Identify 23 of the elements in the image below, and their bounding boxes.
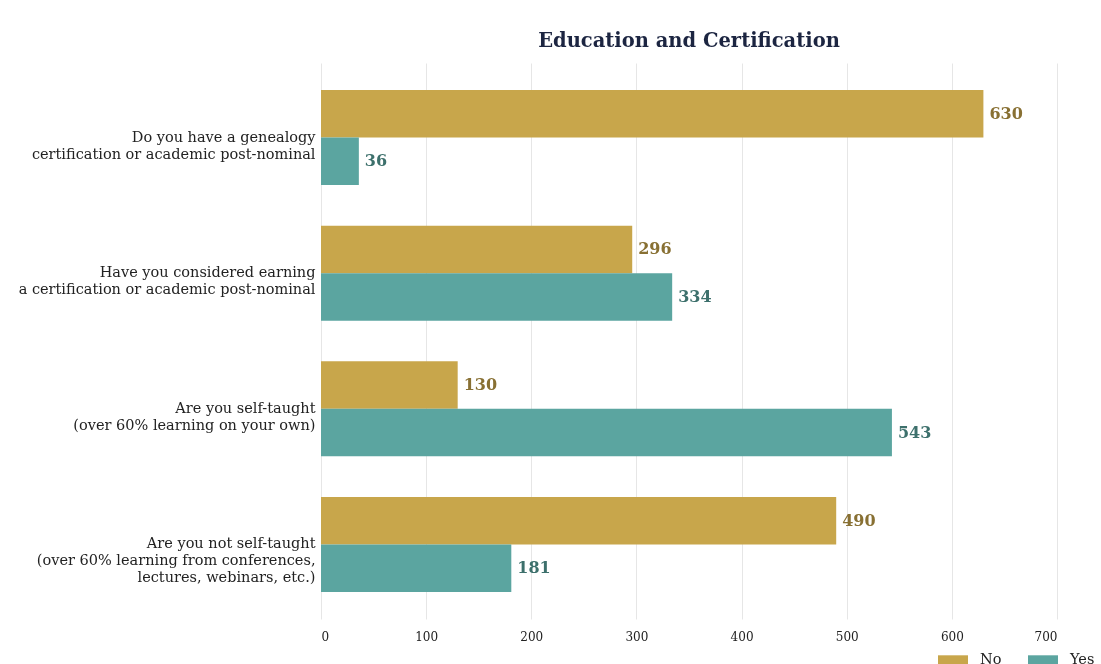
y-tick-label: Have you considered earning a certification or academic post-nominal: [18, 264, 316, 298]
data-label: 130: [463, 375, 498, 395]
data-label: 630: [989, 103, 1023, 123]
x-tick-label: 600: [940, 629, 964, 644]
data-label: 181: [517, 558, 551, 578]
x-tick-label: 100: [415, 629, 439, 644]
legend-label: No: [980, 651, 1002, 664]
x-tick-label: 700: [1034, 629, 1058, 644]
x-tick-label: 0: [321, 629, 330, 644]
x-tick-label: 500: [835, 629, 859, 644]
data-label: 334: [678, 286, 712, 306]
x-tick-label: 300: [625, 629, 649, 644]
chart-title: Education and Certification: [538, 28, 840, 52]
data-label: 543: [897, 422, 932, 442]
x-tick-label: 200: [520, 629, 544, 644]
y-tick-label: Are you not self-taught (over 60% learning from conferences, lectures, webinars, etc.): [36, 535, 316, 586]
legend-label: Yes: [1069, 651, 1095, 664]
data-label: 296: [638, 239, 672, 259]
data-label: 490: [842, 510, 876, 530]
data-label: 36: [364, 151, 388, 171]
y-tick-label: Do you have a genealogy certification or academic post-nominal: [31, 128, 317, 162]
x-tick-label: 400: [730, 629, 754, 644]
y-tick-label: Are you self-taught (over 60% learning on your own): [73, 399, 316, 433]
